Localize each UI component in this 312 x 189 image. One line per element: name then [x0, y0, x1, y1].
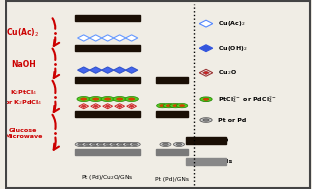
Ellipse shape: [179, 105, 185, 107]
Ellipse shape: [129, 98, 135, 100]
Ellipse shape: [200, 97, 212, 101]
Polygon shape: [101, 67, 114, 73]
Ellipse shape: [102, 142, 113, 146]
Ellipse shape: [95, 142, 106, 146]
Ellipse shape: [200, 118, 212, 122]
Text: GO: GO: [218, 138, 229, 143]
Text: Pt (Pd)/GNs: Pt (Pd)/GNs: [155, 177, 189, 182]
Ellipse shape: [166, 105, 172, 107]
Bar: [76, 111, 140, 117]
Polygon shape: [101, 35, 114, 41]
Ellipse shape: [98, 143, 104, 145]
Polygon shape: [125, 67, 138, 73]
Polygon shape: [90, 67, 102, 73]
Polygon shape: [199, 20, 213, 27]
Ellipse shape: [160, 142, 171, 146]
Ellipse shape: [117, 98, 123, 100]
Ellipse shape: [77, 97, 90, 101]
Ellipse shape: [93, 98, 99, 100]
Polygon shape: [105, 105, 110, 108]
Polygon shape: [199, 69, 213, 76]
Polygon shape: [114, 67, 126, 73]
Polygon shape: [117, 105, 122, 108]
Ellipse shape: [119, 143, 124, 145]
Ellipse shape: [129, 142, 140, 146]
Text: Pt (Pd)/Cu$_2$O/GNs: Pt (Pd)/Cu$_2$O/GNs: [81, 173, 134, 182]
Bar: [76, 77, 140, 83]
Polygon shape: [115, 104, 124, 109]
Ellipse shape: [75, 142, 86, 146]
Ellipse shape: [170, 104, 181, 108]
Ellipse shape: [125, 143, 131, 145]
Ellipse shape: [105, 143, 110, 145]
Bar: [186, 158, 226, 165]
Polygon shape: [81, 105, 86, 108]
Polygon shape: [199, 45, 213, 52]
Text: Cu(Ac)$_2$: Cu(Ac)$_2$: [218, 19, 246, 28]
Ellipse shape: [91, 143, 97, 145]
Text: Cu(Ac)$_2$: Cu(Ac)$_2$: [7, 27, 40, 39]
Bar: [156, 77, 188, 83]
Polygon shape: [202, 71, 209, 74]
Text: Cu$_2$O: Cu$_2$O: [218, 68, 237, 77]
Ellipse shape: [157, 104, 168, 108]
Text: Cu(OH)$_2$: Cu(OH)$_2$: [218, 44, 248, 53]
Ellipse shape: [176, 104, 188, 108]
Ellipse shape: [160, 105, 165, 107]
Ellipse shape: [101, 97, 115, 101]
Bar: [156, 149, 188, 155]
Ellipse shape: [82, 142, 93, 146]
Bar: [76, 45, 140, 51]
Text: Pt or Pd: Pt or Pd: [218, 118, 246, 122]
Ellipse shape: [113, 97, 126, 101]
Ellipse shape: [122, 142, 134, 146]
Ellipse shape: [105, 98, 111, 100]
Polygon shape: [129, 105, 134, 108]
Text: GNs: GNs: [218, 159, 232, 164]
Ellipse shape: [78, 143, 83, 145]
Ellipse shape: [112, 143, 117, 145]
Bar: [156, 111, 188, 117]
Text: K$_2$PtCl$_4$
or K$_2$PdCl$_4$: K$_2$PtCl$_4$ or K$_2$PdCl$_4$: [4, 88, 42, 107]
Ellipse shape: [81, 98, 87, 100]
Ellipse shape: [85, 143, 90, 145]
Ellipse shape: [125, 97, 139, 101]
Bar: [76, 149, 140, 155]
Polygon shape: [103, 104, 113, 109]
Polygon shape: [127, 104, 137, 109]
Ellipse shape: [203, 119, 209, 121]
Ellipse shape: [173, 142, 184, 146]
Polygon shape: [125, 35, 138, 41]
Ellipse shape: [89, 97, 102, 101]
Polygon shape: [78, 67, 90, 73]
Polygon shape: [114, 35, 126, 41]
Ellipse shape: [89, 142, 100, 146]
Ellipse shape: [173, 105, 178, 107]
Ellipse shape: [109, 142, 120, 146]
Text: PtCl$_4^{2-}$ or PdCl$_4^{2-}$: PtCl$_4^{2-}$ or PdCl$_4^{2-}$: [218, 94, 277, 105]
Ellipse shape: [163, 143, 168, 145]
Polygon shape: [93, 105, 98, 108]
Ellipse shape: [116, 142, 127, 146]
Polygon shape: [79, 104, 89, 109]
Ellipse shape: [163, 104, 175, 108]
Text: NaOH: NaOH: [11, 60, 36, 69]
Bar: [76, 15, 140, 21]
Text: Glucose
Microwave: Glucose Microwave: [4, 128, 42, 139]
Polygon shape: [78, 35, 90, 41]
Polygon shape: [90, 35, 102, 41]
Ellipse shape: [176, 143, 182, 145]
Bar: [186, 137, 226, 144]
Ellipse shape: [203, 98, 209, 100]
Ellipse shape: [132, 143, 138, 145]
Polygon shape: [91, 104, 100, 109]
